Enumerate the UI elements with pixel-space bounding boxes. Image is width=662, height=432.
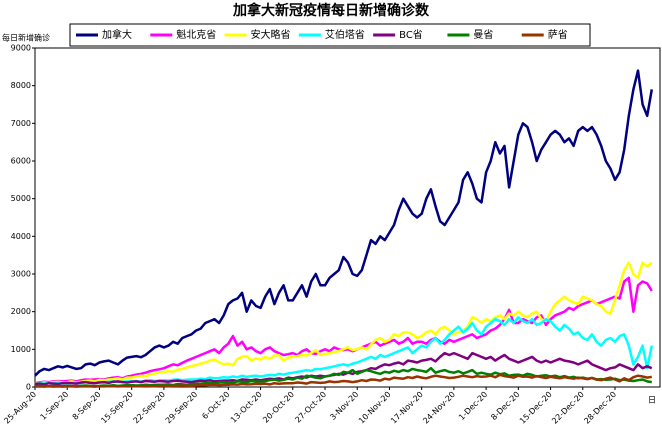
x-tick-label: 1-Sep-20 <box>38 390 70 422</box>
y-tick-label: 6000 <box>11 157 31 166</box>
x-tick-label: 22-Sep-20 <box>132 390 168 426</box>
series-line <box>34 69 654 377</box>
series-line <box>34 261 653 385</box>
legend-label: BC省 <box>399 28 423 41</box>
x-tick-label: 15-Sep-20 <box>99 390 135 426</box>
y-tick-label: 1000 <box>11 345 31 354</box>
x-tick-label: 15-Dec-20 <box>518 390 554 426</box>
y-tick-label: 2000 <box>11 307 31 316</box>
legend-box <box>69 23 591 47</box>
x-tick-label: 24-Nov-20 <box>421 390 457 426</box>
y-tick-label: 7000 <box>11 119 31 128</box>
legend-label: 加拿大 <box>102 28 132 41</box>
chart-title: 加拿大新冠疫情每日新增确诊数 <box>232 2 430 19</box>
x-tick-label: 8-Dec-20 <box>489 390 521 422</box>
x-tick-label: 13-Oct-20 <box>229 390 264 425</box>
x-tick-label: 10-Nov-20 <box>357 390 393 426</box>
y-tick-label: 8000 <box>11 81 31 90</box>
x-axis-label: 日 <box>648 396 656 405</box>
x-tick-label: 25-Aug-20 <box>2 390 38 426</box>
legend-label: 魁北克省 <box>176 28 216 41</box>
x-tick-label: 3-Nov-20 <box>328 390 360 422</box>
y-axis-label: 每日新增确诊 <box>2 33 50 43</box>
series-line <box>34 373 653 388</box>
x-tick-label: 27-Oct-20 <box>293 390 328 425</box>
y-tick-label: 4000 <box>11 232 31 241</box>
series-line <box>34 351 653 386</box>
x-tick-label: 1-Dec-20 <box>457 390 489 422</box>
x-tick-label: 22-Dec-20 <box>550 390 586 426</box>
y-tick-label: 3000 <box>11 270 31 279</box>
legend-label: 曼省 <box>473 28 493 41</box>
y-tick-label: 9000 <box>11 44 31 53</box>
y-tick-label: 0 <box>26 383 31 392</box>
x-tick-label: 29-Sep-20 <box>164 390 200 426</box>
x-tick-label: 20-Oct-20 <box>261 390 296 425</box>
x-tick-label: 28-Dec-20 <box>582 390 618 426</box>
legend-label: 安大略省 <box>251 28 291 41</box>
plot-frame <box>34 47 661 388</box>
legend-label: 艾伯塔省 <box>325 28 365 41</box>
legend-label: 萨省 <box>548 28 568 41</box>
x-tick-label: 8-Sep-20 <box>71 390 103 422</box>
x-tick-label: 17-Nov-20 <box>389 390 425 426</box>
x-tick-label: 6-Oct-20 <box>200 390 231 421</box>
y-tick-label: 5000 <box>11 194 31 203</box>
